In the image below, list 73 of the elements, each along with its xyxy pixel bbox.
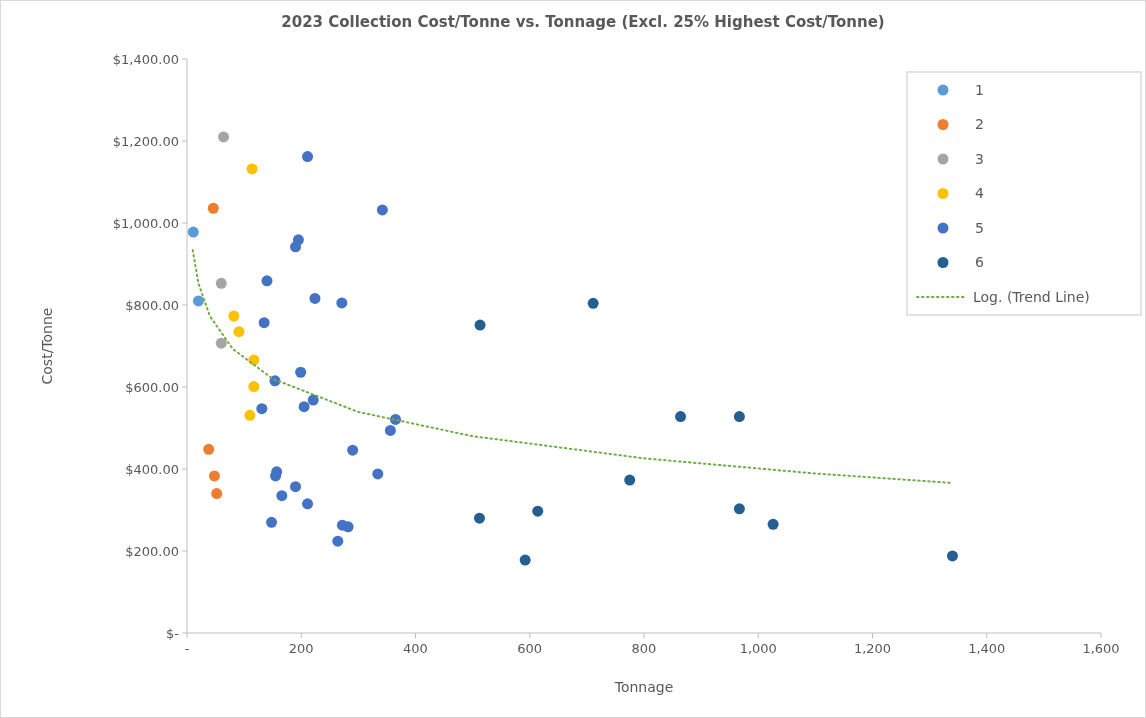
point [332, 535, 344, 547]
point [246, 163, 258, 175]
point [228, 310, 240, 322]
point [733, 411, 745, 423]
line-series [191, 249, 954, 484]
point [733, 503, 745, 515]
point [215, 277, 227, 289]
y-tick-label: $600.00 [125, 379, 179, 395]
point [347, 444, 359, 456]
point [258, 317, 270, 329]
point [187, 226, 199, 238]
point [624, 474, 636, 486]
legend-label: Log. (Trend Line) [973, 288, 1090, 305]
point [307, 394, 319, 406]
point [675, 411, 687, 423]
x-tick-label: 1,600 [1082, 641, 1120, 656]
y-tick-label: $1,400.00 [112, 51, 179, 67]
point [302, 498, 314, 510]
x-tick-label: 1,400 [968, 641, 1006, 656]
point [519, 554, 531, 566]
point [295, 366, 307, 378]
point [261, 275, 273, 287]
y-tick-label: $200.00 [125, 543, 179, 559]
point [276, 490, 288, 502]
y-tick-label: $800.00 [125, 297, 179, 313]
point [233, 326, 245, 338]
point [372, 468, 384, 480]
point [211, 488, 223, 500]
point [587, 297, 599, 309]
point [946, 550, 958, 562]
point [248, 381, 260, 393]
x-tick-label: - [184, 641, 190, 656]
point [192, 295, 204, 307]
point [207, 202, 219, 214]
chart-title: 2023 Collection Cost/Tonne vs. Tonnage (Excl. 25% Highest Cost/Tonne) [281, 13, 885, 31]
point [290, 481, 302, 493]
legend-label: 2 [975, 116, 984, 133]
y-tick-label: $400.00 [125, 461, 179, 477]
point [309, 292, 321, 304]
point [244, 409, 256, 421]
point [474, 319, 486, 331]
point [302, 151, 314, 163]
x-tick-label: 400 [403, 641, 428, 656]
legend-label: 1 [975, 81, 984, 98]
x-tick-label: 1,000 [739, 641, 777, 656]
point [218, 131, 230, 143]
legend-label: 3 [975, 150, 984, 167]
legend-label: 5 [975, 219, 984, 236]
point [532, 505, 544, 517]
x-tick-label: 200 [288, 641, 314, 656]
point [342, 521, 354, 533]
point [473, 512, 485, 524]
legend-label: 6 [975, 254, 984, 271]
point [266, 516, 278, 528]
x-tick-label: 800 [631, 641, 657, 656]
y-axis-title: Cost/Tonne [39, 307, 55, 385]
point [298, 401, 310, 413]
point [376, 204, 388, 216]
legend-label: 4 [975, 185, 984, 202]
point [336, 297, 348, 309]
x-axis-title: Tonnage [613, 679, 674, 695]
y-tick-label: $1,000.00 [112, 215, 179, 231]
point [256, 403, 268, 415]
point [208, 470, 220, 482]
point [767, 518, 779, 530]
point [215, 337, 227, 349]
x-tick-label: 1,200 [853, 641, 892, 656]
y-tick-label: $1,200.00 [112, 133, 179, 149]
point [290, 241, 302, 253]
point [384, 424, 396, 436]
x-tick-label: 600 [517, 641, 543, 656]
y-tick-label: $- [166, 625, 180, 641]
point [203, 443, 215, 455]
